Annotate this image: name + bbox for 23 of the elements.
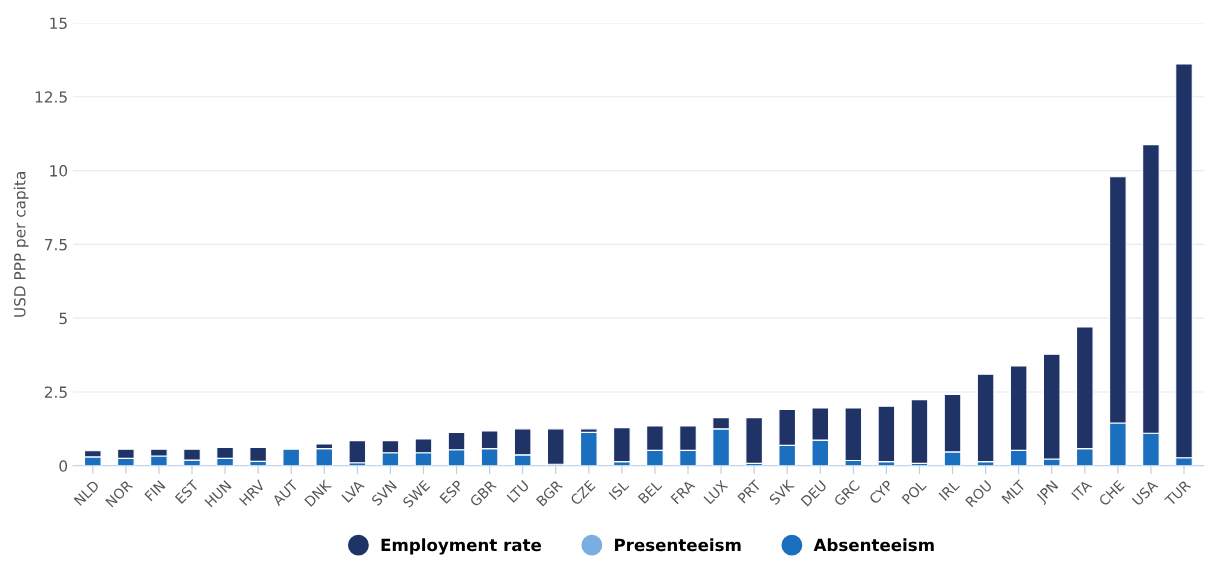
x-tick-label: IRL	[938, 479, 960, 501]
legend-label: Absenteeism	[813, 538, 934, 552]
x-tick-label: LTU	[506, 480, 530, 503]
x-tick-label: BEL	[637, 479, 663, 504]
y-tick-label: 5	[59, 312, 67, 325]
y-tick-label: 12.5	[35, 91, 67, 103]
x-tick-label: CYP	[868, 479, 894, 505]
x-tick-label: FIN	[144, 480, 166, 502]
y-tick-label: 10	[50, 165, 68, 177]
x-tick-label: TUR	[1164, 479, 1192, 507]
x-tick-label: USA	[1131, 479, 1159, 507]
x-tick-label: FRA	[670, 479, 696, 505]
x-tick-label: ISL	[608, 479, 630, 501]
y-tick-label: 2.5	[44, 386, 67, 398]
x-tick-label: POL	[901, 479, 928, 505]
legend-label: Employment rate	[381, 538, 542, 555]
y-tick-label: 15	[50, 17, 67, 30]
y-tick-label: 0	[59, 460, 68, 472]
y-axis-title: USD PPP per capita	[13, 172, 29, 317]
x-tick-label: LVA	[341, 479, 365, 503]
x-tick-label: ITA	[1071, 479, 1093, 501]
y-tick-label: 7.5	[45, 239, 67, 251]
legend-label: Presenteeism	[615, 538, 741, 552]
